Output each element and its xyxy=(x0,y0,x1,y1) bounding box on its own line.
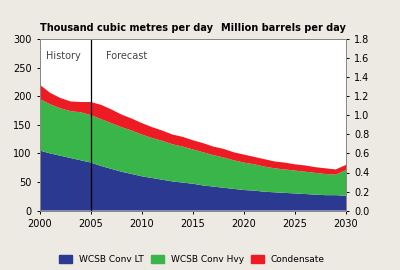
Text: Million barrels per day: Million barrels per day xyxy=(221,23,346,33)
Text: Thousand cubic metres per day: Thousand cubic metres per day xyxy=(40,23,213,33)
Text: Forecast: Forecast xyxy=(106,50,148,60)
Legend: WCSB Conv LT, WCSB Conv Hvy, Condensate: WCSB Conv LT, WCSB Conv Hvy, Condensate xyxy=(57,253,327,265)
Text: History: History xyxy=(46,50,81,60)
